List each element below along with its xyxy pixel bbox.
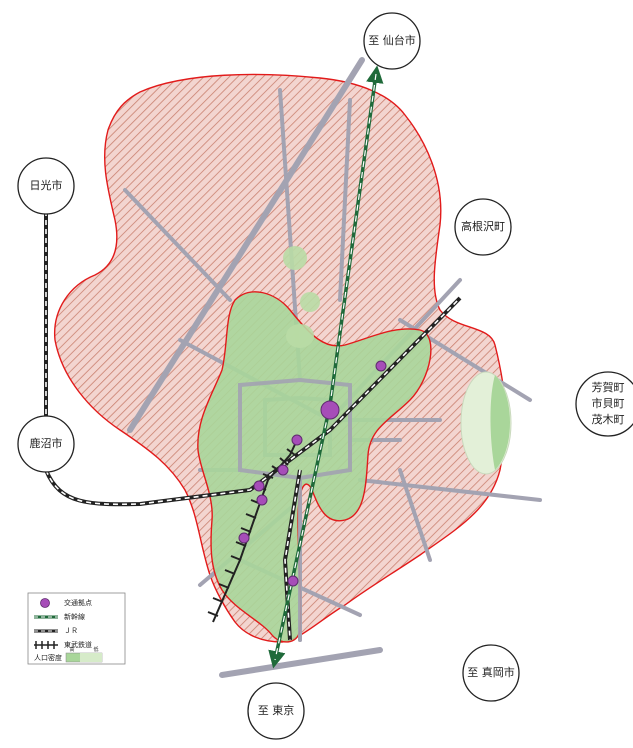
svg-text:新幹線: 新幹線	[64, 612, 85, 621]
density-spot	[283, 246, 307, 270]
svg-text:芳賀町: 芳賀町	[592, 380, 625, 394]
svg-text:至 真岡市: 至 真岡市	[467, 665, 515, 679]
transit-node	[253, 480, 265, 492]
density-spot	[286, 324, 314, 348]
city-tokyo: 至 東京	[247, 682, 305, 740]
transit-node	[256, 494, 268, 506]
city-kanuma: 鹿沼市	[17, 415, 75, 473]
transit-node	[277, 464, 289, 476]
city-sendai: 至 仙台市	[363, 12, 421, 70]
legend-tobu-icon	[34, 641, 58, 649]
svg-text:至 東京: 至 東京	[258, 703, 295, 717]
transit-node	[238, 532, 250, 544]
svg-text:高: 高	[69, 646, 74, 653]
city-nikko: 日光市	[17, 157, 75, 215]
transit-nodes	[238, 360, 387, 587]
legend: 交通拠点 新幹線 ＪＲ 東武鉄道 人口密度 高 低	[27, 592, 126, 665]
svg-text:市貝町: 市貝町	[592, 396, 625, 410]
svg-text:至 仙台市: 至 仙台市	[368, 33, 416, 47]
city-haga-group: 芳賀町 市貝町 茂木町	[575, 371, 633, 437]
svg-text:交通拠点: 交通拠点	[64, 598, 92, 607]
legend-transit-node-icon	[40, 598, 50, 608]
transit-node	[291, 434, 303, 446]
transit-node	[287, 575, 299, 587]
svg-text:日光市: 日光市	[30, 178, 63, 192]
density-spot	[300, 292, 320, 312]
svg-text:高根沢町: 高根沢町	[461, 219, 505, 233]
svg-text:鹿沼市: 鹿沼市	[30, 436, 63, 450]
svg-text:東武鉄道: 東武鉄道	[64, 640, 92, 649]
svg-text:人口密度: 人口密度	[34, 653, 62, 662]
svg-text:茂木町: 茂木町	[592, 412, 625, 426]
svg-text:低: 低	[93, 646, 98, 653]
svg-text:ＪＲ: ＪＲ	[64, 627, 78, 635]
city-moka: 至 真岡市	[462, 644, 520, 702]
transit-node	[375, 360, 387, 372]
density-spot-east-core	[490, 375, 510, 470]
city-takanezawa: 高根沢町	[454, 198, 512, 256]
transit-node	[320, 400, 340, 420]
